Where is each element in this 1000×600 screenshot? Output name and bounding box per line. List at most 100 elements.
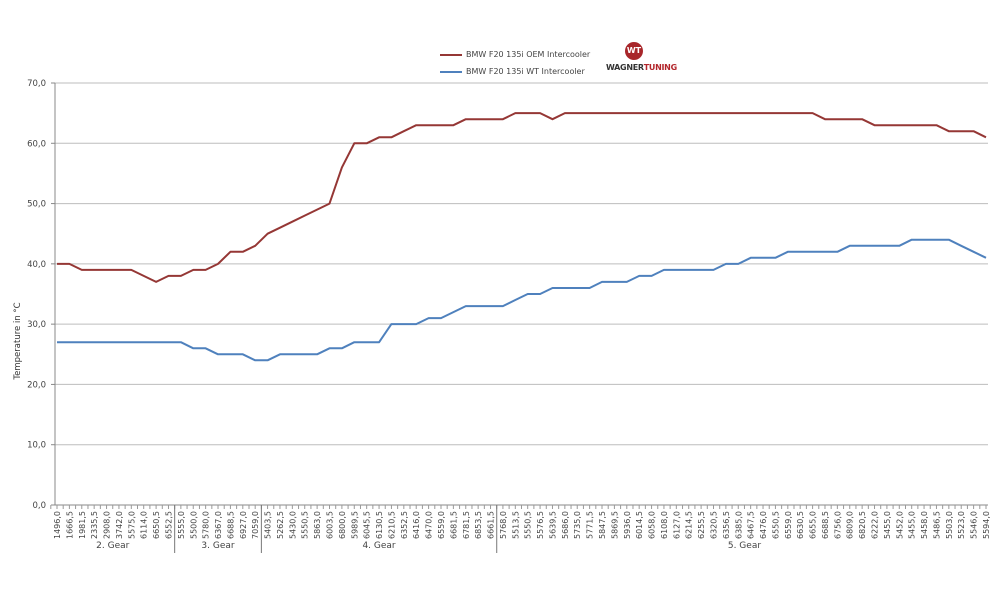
legend-swatch-wt xyxy=(440,70,462,73)
legend-swatch-oem xyxy=(440,53,462,56)
x-tick-label: 6630,5 xyxy=(796,511,805,539)
x-tick-label: 5455,0 xyxy=(883,511,892,539)
x-tick-label: 5780,0 xyxy=(202,511,211,539)
x-tick-label: 5555,0 xyxy=(177,511,186,539)
x-tick-label: 6655,0 xyxy=(809,511,818,539)
x-tick-label: 6470,0 xyxy=(425,511,434,539)
x-tick-label: 5639,5 xyxy=(548,511,557,539)
x-tick-label: 6210,5 xyxy=(387,511,396,539)
x-tick-label: 5936,0 xyxy=(623,511,632,539)
x-tick-label: 5550,5 xyxy=(301,511,310,539)
y-tick-label: 30,0 xyxy=(27,320,46,330)
y-tick-label: 70,0 xyxy=(27,79,46,89)
x-tick-label: 6014,5 xyxy=(635,511,644,539)
x-tick-label: 6045,5 xyxy=(363,511,372,539)
x-tick-label: 5768,0 xyxy=(499,511,508,539)
x-tick-label: 6661,5 xyxy=(487,511,496,539)
x-tick-label: 1981,5 xyxy=(78,511,87,539)
x-tick-label: 6385,0 xyxy=(734,511,743,539)
legend-label-oem: BMW F20 135i OEM Intercooler xyxy=(466,50,591,59)
x-tick-label: 6222,0 xyxy=(871,511,880,539)
x-tick-label: 5262,5 xyxy=(276,511,285,539)
x-tick-label: 6108,0 xyxy=(660,511,669,539)
x-tick-label: 6352,5 xyxy=(400,511,409,539)
logo-text: WAGNERTUNING xyxy=(606,63,677,72)
x-tick-label: 6130,5 xyxy=(375,511,384,539)
x-tick-label: 6320,5 xyxy=(709,511,718,539)
x-tick-label: 6416,0 xyxy=(412,511,421,539)
series-line-oem xyxy=(57,112,987,283)
x-tick-label: 5523,0 xyxy=(957,511,966,539)
x-tick-label: 6559,0 xyxy=(437,511,446,539)
x-tick-label: 5550,5 xyxy=(524,511,533,539)
y-tick-label: 20,0 xyxy=(27,380,46,390)
y-tick-label: 40,0 xyxy=(27,260,46,270)
x-tick-label: 6688,5 xyxy=(821,511,830,539)
logo-text-b: TUNING xyxy=(643,63,677,72)
legend-item-oem: BMW F20 135i OEM Intercooler xyxy=(440,46,590,63)
x-tick-label: 5546,0 xyxy=(970,511,979,539)
x-tick-label: 2908,0 xyxy=(103,511,112,539)
x-tick-label: 6688,5 xyxy=(226,511,235,539)
x-tick-label: 5486,5 xyxy=(932,511,941,539)
x-tick-label: 5576,5 xyxy=(536,511,545,539)
x-tick-label: 5403,5 xyxy=(264,511,273,539)
y-tick-label: 50,0 xyxy=(27,200,46,210)
x-tick-label: 5513,5 xyxy=(511,511,520,539)
gear-group-label: 2. Gear xyxy=(96,541,129,551)
logo-mark: WT xyxy=(625,42,643,60)
x-tick-label: 5771,5 xyxy=(586,511,595,539)
x-tick-label: 6550,5 xyxy=(771,511,780,539)
x-tick-label: 5847,5 xyxy=(598,511,607,539)
x-tick-label: 6559,0 xyxy=(784,511,793,539)
x-tick-label: 2335,5 xyxy=(90,511,99,539)
y-tick-label: 60,0 xyxy=(27,139,46,149)
legend-item-wt: BMW F20 135i WT Intercooler xyxy=(440,63,590,80)
x-tick-label: 6681,5 xyxy=(449,511,458,539)
series-line-wt xyxy=(57,238,987,362)
wagner-tuning-logo: WT WAGNERTUNING xyxy=(606,42,677,72)
x-tick-label: 6476,0 xyxy=(759,511,768,539)
x-tick-label: 5500,0 xyxy=(189,511,198,539)
y-tick-label: 0,0 xyxy=(32,501,46,511)
x-tick-label: 1496,0 xyxy=(53,511,62,539)
x-tick-label: 6003,5 xyxy=(326,511,335,539)
x-tick-label: 5455,0 xyxy=(908,511,917,539)
x-tick-label: 6467,5 xyxy=(747,511,756,539)
x-tick-label: 6214,5 xyxy=(685,511,694,539)
x-tick-label: 5430,0 xyxy=(288,511,297,539)
x-tick-label: 6650,5 xyxy=(152,511,161,539)
x-tick-label: 5452,0 xyxy=(895,511,904,539)
x-tick-label: 6800,0 xyxy=(338,511,347,539)
y-tick-label: 10,0 xyxy=(27,441,46,451)
x-tick-label: 6853,5 xyxy=(474,511,483,539)
x-tick-label: 6756,0 xyxy=(833,511,842,539)
x-tick-label: 6127,0 xyxy=(672,511,681,539)
x-tick-label: 5989,5 xyxy=(350,511,359,539)
x-tick-label: 6781,5 xyxy=(462,511,471,539)
x-tick-label: 3742,0 xyxy=(115,511,124,539)
x-tick-label: 5594,0 xyxy=(982,511,991,539)
x-tick-label: 5735,0 xyxy=(573,511,582,539)
gear-group-label: 5. Gear xyxy=(728,541,761,551)
x-tick-label: 5458,0 xyxy=(920,511,929,539)
x-tick-label: 7059,0 xyxy=(251,511,260,539)
x-tick-label: 6809,0 xyxy=(846,511,855,539)
x-tick-label: 6058,0 xyxy=(648,511,657,539)
x-tick-label: 6255,5 xyxy=(697,511,706,539)
x-tick-label: 5575,0 xyxy=(127,511,136,539)
y-axis-title: Temperature in °C xyxy=(13,302,23,380)
x-tick-label: 5869,5 xyxy=(610,511,619,539)
x-tick-label: 5503,0 xyxy=(945,511,954,539)
logo-text-a: WAGNER xyxy=(606,63,644,72)
x-tick-label: 1666,5 xyxy=(65,511,74,539)
x-tick-label: 6552,5 xyxy=(164,511,173,539)
x-tick-label: 5863,0 xyxy=(313,511,322,539)
legend-label-wt: BMW F20 135i WT Intercooler xyxy=(466,67,585,76)
x-tick-label: 6114,0 xyxy=(140,511,149,539)
x-tick-label: 6367,0 xyxy=(214,511,223,539)
gear-group-label: 4. Gear xyxy=(362,541,395,551)
x-tick-label: 6820,5 xyxy=(858,511,867,539)
x-tick-label: 6927,0 xyxy=(239,511,248,539)
